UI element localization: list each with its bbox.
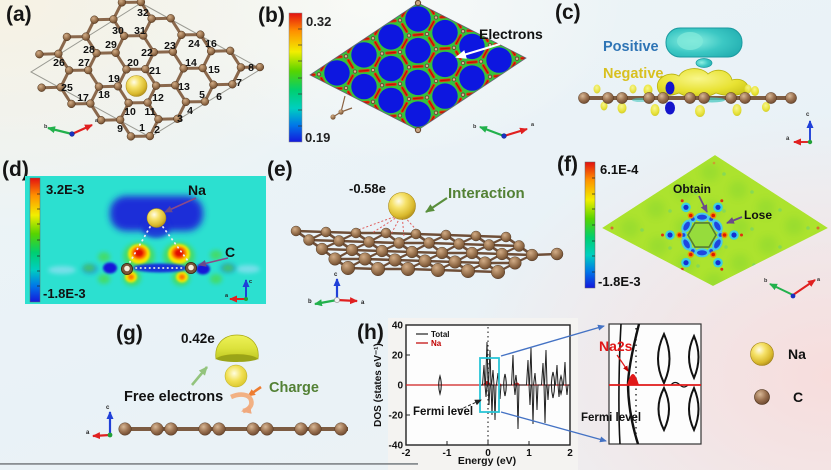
svg-text:3: 3 [177, 113, 183, 125]
svg-text:(g): (g) [116, 322, 143, 345]
svg-text:(a): (a) [6, 3, 32, 26]
svg-text:27: 27 [78, 57, 90, 69]
svg-text:a: a [225, 293, 229, 299]
svg-text:Na: Na [788, 346, 806, 362]
svg-text:Obtain: Obtain [673, 182, 711, 196]
svg-text:0.32: 0.32 [306, 14, 331, 29]
svg-text:32: 32 [137, 7, 149, 19]
svg-text:23: 23 [164, 40, 176, 52]
svg-text:26: 26 [53, 57, 65, 69]
svg-text:c: c [806, 112, 810, 118]
svg-text:c: c [106, 405, 110, 411]
svg-text:Fermi level: Fermi level [581, 412, 641, 424]
svg-text:Fermi level: Fermi level [413, 406, 473, 418]
svg-text:17: 17 [77, 92, 89, 104]
svg-text:b: b [764, 278, 768, 284]
svg-text:0.42e: 0.42e [181, 331, 215, 346]
svg-text:22: 22 [141, 47, 153, 59]
svg-text:Na: Na [188, 182, 206, 198]
svg-text:Na: Na [431, 339, 442, 348]
svg-text:5: 5 [199, 89, 205, 101]
svg-text:29: 29 [105, 39, 117, 51]
svg-text:-1.8E-3: -1.8E-3 [598, 274, 641, 289]
svg-text:4: 4 [187, 105, 193, 117]
svg-text:c: c [334, 272, 338, 278]
svg-text:Positive: Positive [603, 39, 659, 55]
svg-text:9: 9 [117, 123, 123, 135]
svg-text:(h): (h) [357, 321, 384, 344]
svg-text:Interaction: Interaction [448, 185, 525, 202]
svg-text:(e): (e) [267, 158, 293, 181]
svg-text:a: a [786, 136, 790, 142]
svg-text:b: b [473, 124, 477, 130]
svg-text:14: 14 [185, 57, 197, 69]
svg-text:11: 11 [144, 106, 155, 118]
svg-text:0: 0 [485, 448, 491, 459]
svg-text:C: C [225, 244, 235, 260]
svg-text:30: 30 [112, 25, 124, 37]
svg-text:c: c [249, 279, 252, 285]
svg-text:25: 25 [61, 82, 73, 94]
svg-text:Negative: Negative [603, 66, 663, 82]
svg-text:1: 1 [139, 122, 145, 134]
svg-text:b: b [44, 124, 48, 130]
svg-text:6: 6 [216, 91, 222, 103]
svg-text:(d): (d) [2, 158, 29, 181]
svg-text:Lose: Lose [744, 208, 772, 222]
svg-text:2: 2 [567, 448, 573, 459]
svg-text:0.19: 0.19 [305, 130, 330, 145]
svg-text:13: 13 [178, 81, 190, 93]
svg-text:6.1E-4: 6.1E-4 [600, 162, 639, 177]
svg-text:-1: -1 [443, 448, 452, 459]
svg-text:24: 24 [188, 38, 200, 50]
svg-text:-1.8E-3: -1.8E-3 [43, 286, 86, 301]
svg-text:40: 40 [392, 321, 404, 332]
svg-text:0: 0 [397, 381, 403, 392]
svg-text:(b): (b) [258, 4, 285, 27]
svg-text:8: 8 [248, 62, 254, 74]
svg-text:19: 19 [108, 73, 120, 85]
svg-text:Energy (eV): Energy (eV) [458, 455, 516, 467]
svg-text:20: 20 [392, 351, 404, 362]
svg-text:7: 7 [236, 77, 242, 89]
svg-text:a: a [95, 118, 99, 124]
svg-text:28: 28 [83, 44, 95, 56]
svg-text:18: 18 [98, 89, 110, 101]
svg-text:Electrons: Electrons [479, 26, 543, 42]
svg-text:(f): (f) [557, 153, 578, 176]
svg-text:Free electrons: Free electrons [124, 389, 223, 405]
svg-text:a: a [361, 300, 365, 306]
svg-text:C: C [793, 389, 803, 405]
svg-text:Na2s: Na2s [599, 338, 633, 354]
svg-text:a: a [817, 277, 821, 283]
svg-text:2: 2 [154, 124, 160, 136]
svg-text:Charge: Charge [269, 380, 319, 396]
svg-text:b: b [308, 299, 312, 305]
svg-text:15: 15 [208, 64, 220, 76]
svg-text:-2: -2 [402, 448, 411, 459]
svg-text:21: 21 [149, 65, 161, 77]
svg-text:16: 16 [205, 38, 217, 50]
svg-text:1: 1 [526, 448, 532, 459]
svg-text:-40: -40 [389, 441, 404, 452]
svg-text:3.2E-3: 3.2E-3 [46, 182, 84, 197]
svg-text:10: 10 [124, 106, 136, 118]
svg-text:Total: Total [431, 330, 450, 339]
svg-text:-20: -20 [389, 411, 404, 422]
svg-text:a: a [531, 122, 535, 128]
svg-text:12: 12 [152, 92, 164, 104]
svg-text:DOS (states eV⁻¹): DOS (states eV⁻¹) [373, 343, 384, 427]
svg-text:20: 20 [127, 57, 139, 69]
svg-text:-0.58e: -0.58e [349, 181, 386, 196]
svg-text:a: a [86, 430, 90, 436]
svg-text:(c): (c) [555, 1, 581, 24]
svg-text:31: 31 [134, 25, 146, 37]
